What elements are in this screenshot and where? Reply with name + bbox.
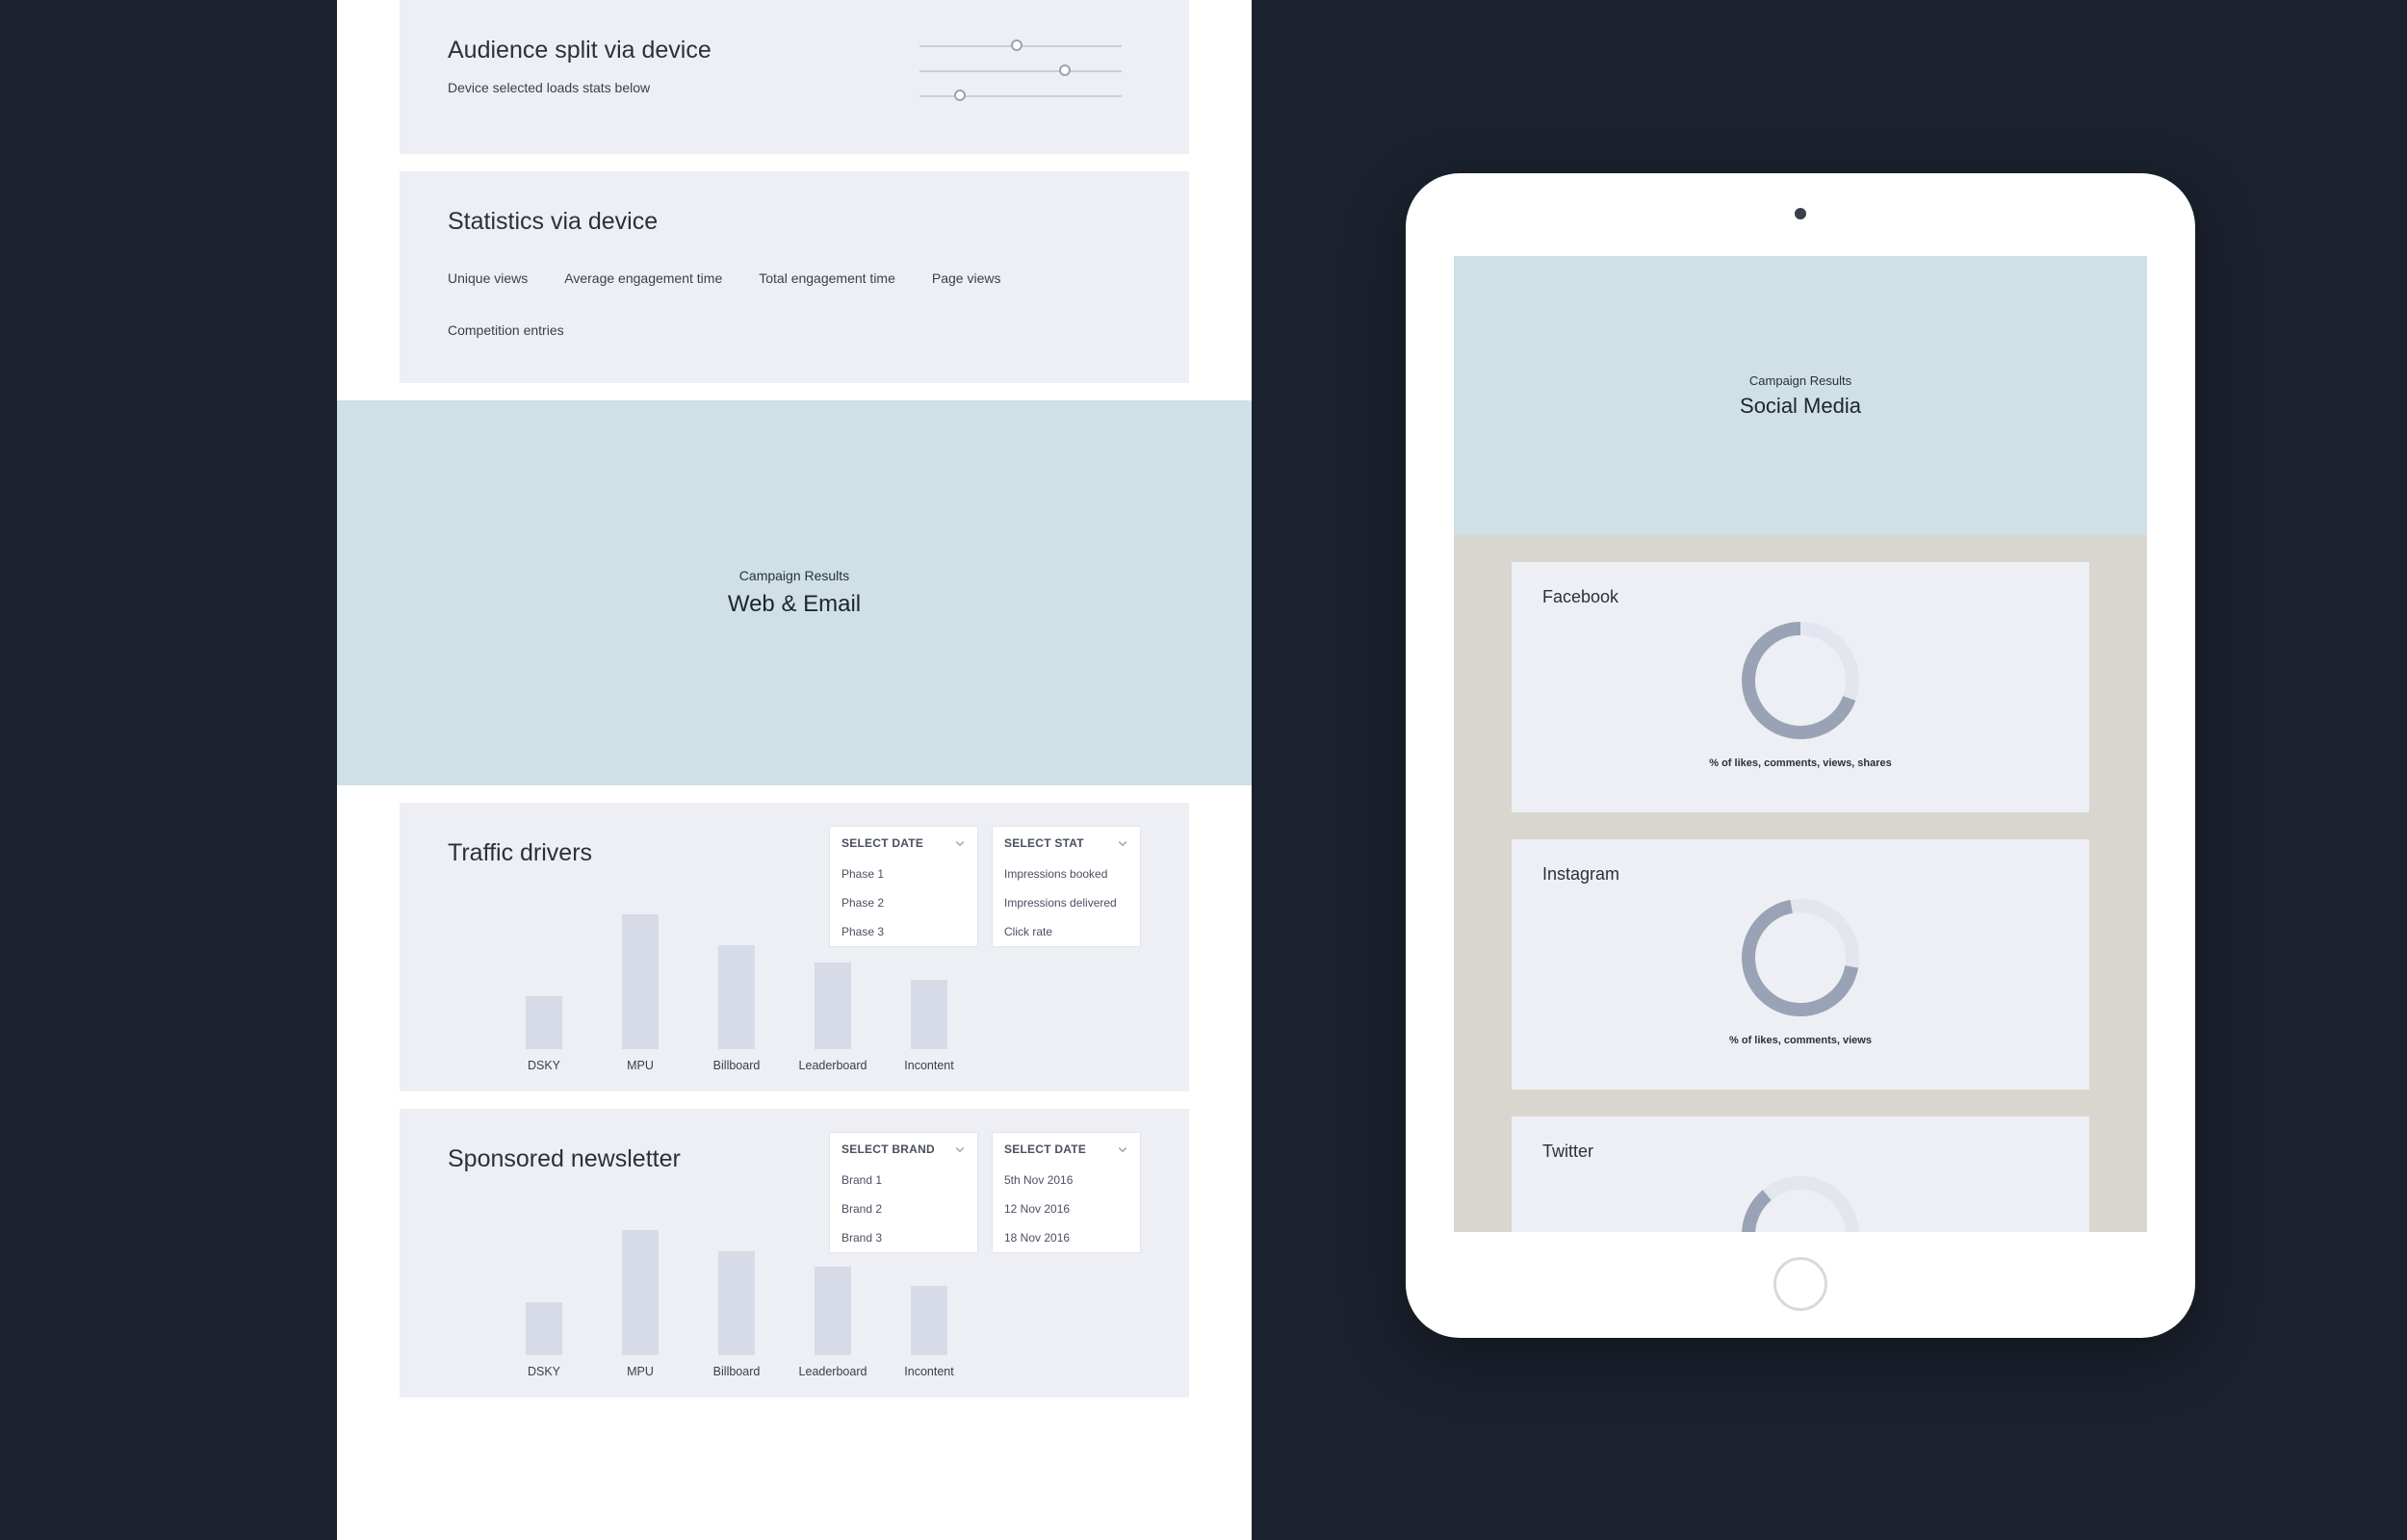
chevron-down-icon — [1117, 837, 1128, 849]
traffic-bar-chart: DSKY MPU Billboard Leaderboard Incontent — [515, 899, 1141, 1072]
device-slider[interactable] — [919, 58, 1122, 83]
device-slider[interactable] — [919, 33, 1122, 58]
bar-label: Leaderboard — [799, 1365, 867, 1378]
bar-label: Incontent — [904, 1365, 953, 1378]
dropdown-label: SELECT STAT — [1004, 836, 1084, 850]
donut-chart — [1733, 1168, 1868, 1232]
device-sliders — [919, 33, 1122, 108]
chevron-down-icon — [954, 1143, 966, 1155]
social-card: Twitter — [1512, 1116, 2089, 1232]
traffic-drivers-card: Traffic drivers SELECT DATEPhase 1Phase … — [400, 803, 1189, 1091]
hero-eyebrow: Campaign Results — [739, 568, 849, 583]
bar-label: Billboard — [713, 1365, 761, 1378]
dropdown-item[interactable]: Impressions booked — [993, 860, 1140, 888]
dropdown-item[interactable]: 5th Nov 2016 — [993, 1166, 1140, 1194]
dropdown-header[interactable]: SELECT DATE — [830, 827, 977, 860]
tablet-camera-icon — [1795, 208, 1806, 219]
bar: Incontent — [900, 1286, 958, 1378]
bar: DSKY — [515, 1302, 573, 1378]
bar: MPU — [611, 1230, 669, 1378]
dropdown-header[interactable]: SELECT STAT — [993, 827, 1140, 860]
statistics-title: Statistics via device — [448, 208, 1141, 236]
audience-split-card: Audience split via device Device selecte… — [400, 0, 1189, 154]
bar-label: Billboard — [713, 1059, 761, 1072]
social-caption: % of likes, comments, views, shares — [1709, 757, 1892, 769]
dropdown-item[interactable]: Brand 1 — [830, 1166, 977, 1194]
metric-label[interactable]: Unique views — [448, 270, 528, 286]
metric-label[interactable]: Competition entries — [448, 322, 564, 338]
bar: DSKY — [515, 996, 573, 1072]
social-caption: % of likes, comments, views — [1729, 1035, 1872, 1046]
tablet-device: Campaign Results Social Media Facebook %… — [1406, 173, 2195, 1338]
social-card-title: Twitter — [1542, 1142, 2058, 1162]
newsletter-card: Sponsored newsletter SELECT BRANDBrand 1… — [400, 1109, 1189, 1398]
device-slider[interactable] — [919, 83, 1122, 108]
web-email-hero: Campaign Results Web & Email — [337, 400, 1252, 785]
tablet-home-button[interactable] — [1773, 1257, 1827, 1311]
social-card-title: Instagram — [1542, 864, 2058, 885]
bar-label: Incontent — [904, 1059, 953, 1072]
desktop-page: Audience split via device Device selecte… — [337, 0, 1252, 1540]
bar: Incontent — [900, 980, 958, 1072]
dropdown-label: SELECT DATE — [1004, 1142, 1086, 1156]
social-card: Facebook % of likes, comments, views, sh… — [1512, 562, 2089, 812]
donut-chart — [1733, 890, 1868, 1025]
chevron-down-icon — [1117, 1143, 1128, 1155]
tablet-screen: Campaign Results Social Media Facebook %… — [1454, 256, 2147, 1232]
dropdown-header[interactable]: SELECT BRAND — [830, 1133, 977, 1166]
bar: Billboard — [708, 1251, 765, 1378]
metric-label[interactable]: Total engagement time — [759, 270, 895, 286]
dropdown-label: SELECT BRAND — [841, 1142, 935, 1156]
metric-label[interactable]: Page views — [932, 270, 1001, 286]
bar: Billboard — [708, 945, 765, 1072]
dropdown-item[interactable]: Phase 1 — [830, 860, 977, 888]
social-card: Instagram % of likes, comments, views — [1512, 839, 2089, 1090]
metrics-row: Unique views Average engagement time Total… — [448, 270, 1141, 338]
hero-title: Web & Email — [728, 591, 861, 618]
chevron-down-icon — [954, 837, 966, 849]
bar-label: MPU — [627, 1059, 654, 1072]
dropdown-header[interactable]: SELECT DATE — [993, 1133, 1140, 1166]
bar: Leaderboard — [804, 1267, 862, 1378]
social-hero-title: Social Media — [1740, 394, 1861, 419]
dropdown-label: SELECT DATE — [841, 836, 923, 850]
statistics-card: Statistics via device Unique views Averag… — [400, 171, 1189, 383]
bar-label: DSKY — [528, 1365, 560, 1378]
donut-chart — [1733, 613, 1868, 748]
newsletter-bar-chart: DSKY MPU Billboard Leaderboard Incontent — [515, 1205, 1141, 1378]
bar-label: Leaderboard — [799, 1059, 867, 1072]
metric-label[interactable]: Average engagement time — [564, 270, 722, 286]
bar-label: MPU — [627, 1365, 654, 1378]
bar-label: DSKY — [528, 1059, 560, 1072]
bar: Leaderboard — [804, 962, 862, 1072]
social-hero-eyebrow: Campaign Results — [1749, 373, 1851, 388]
social-card-title: Facebook — [1542, 587, 2058, 607]
social-hero: Campaign Results Social Media — [1454, 256, 2147, 535]
bar: MPU — [611, 914, 669, 1072]
